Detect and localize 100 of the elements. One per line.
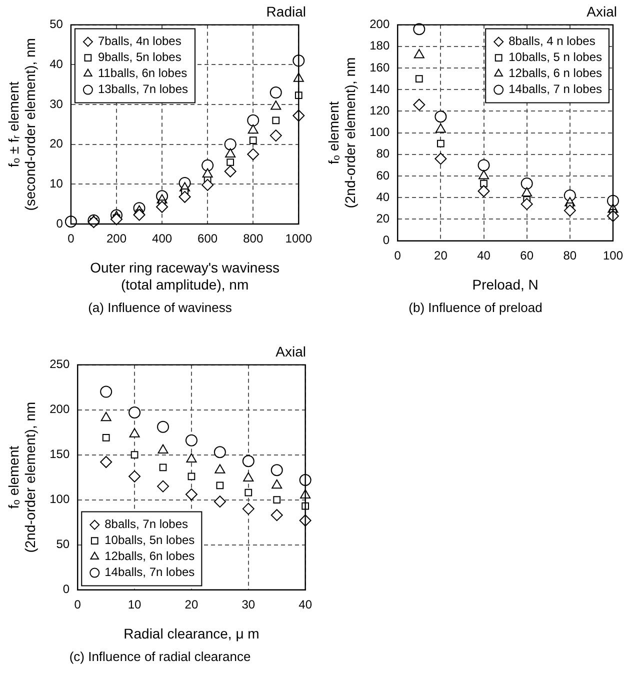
point — [270, 86, 282, 99]
x-tick-label: 20 — [184, 597, 198, 612]
y-tick-label: 80 — [376, 146, 390, 161]
point — [434, 152, 447, 165]
legend-label: 11balls, 6n lobes — [98, 66, 188, 80]
y-axis-title: fₒ element (2nd-order element), nm — [325, 57, 358, 208]
x-tick-label: 400 — [152, 232, 172, 246]
x-tick-label: 1000 — [285, 232, 312, 246]
chart-title: Axial — [586, 3, 617, 20]
legend-label: 10balls, 5n lobes — [104, 533, 195, 548]
point — [249, 136, 257, 144]
x-tick-label: 20 — [434, 248, 448, 262]
point — [128, 406, 141, 418]
point — [130, 451, 138, 458]
y-axis-title: fₒ ± fᵣ element (second-order element), nm — [5, 38, 38, 211]
point — [270, 464, 283, 476]
y-axis-title: fₒ element (2nd-order element), nm — [5, 402, 38, 553]
x-tick-label: 80 — [563, 248, 577, 262]
x-tick-label: 40 — [477, 248, 491, 262]
legend-label: 9balls, 5n lobes — [98, 50, 182, 64]
text: (a) Influence of waviness — [87, 300, 233, 315]
point — [413, 98, 426, 111]
point — [434, 110, 447, 123]
point — [202, 159, 214, 172]
point — [178, 190, 191, 203]
point — [435, 124, 446, 133]
point — [157, 420, 170, 433]
point — [437, 140, 444, 148]
point — [158, 444, 168, 454]
legend-label: 13balls, 7n lobes — [98, 82, 188, 96]
legend-label: 14balls, 7n lobes — [104, 565, 195, 580]
point — [520, 178, 533, 190]
y-tick-label: 140 — [370, 82, 390, 96]
point — [224, 138, 236, 150]
point — [214, 446, 226, 458]
legend-label: 8balls, 7n lobes — [104, 517, 188, 532]
point — [478, 159, 490, 172]
x-tick-label: 10 — [128, 597, 142, 612]
point — [100, 412, 112, 422]
x-axis-title: Preload, N — [472, 276, 538, 292]
point — [247, 148, 260, 160]
text: (b) Influence of preload — [408, 300, 544, 315]
point — [522, 187, 532, 197]
point — [214, 464, 226, 474]
point — [247, 114, 260, 126]
point — [270, 130, 282, 142]
point — [185, 434, 198, 446]
x-tick-label: 800 — [243, 232, 264, 246]
y-tick-label: 100 — [50, 492, 70, 506]
point — [133, 208, 146, 221]
y-tick-label: 150 — [50, 447, 70, 462]
point — [242, 455, 254, 468]
point — [159, 464, 167, 472]
y-tick-label: 60 — [376, 168, 390, 182]
point — [102, 434, 110, 442]
y-tick-label: 180 — [370, 38, 390, 53]
x-axis-title: Outer ring raceway's waviness (total amplitude), nm — [90, 260, 280, 292]
point — [273, 496, 281, 504]
point — [564, 204, 576, 217]
point — [414, 49, 424, 58]
point — [185, 488, 198, 500]
y-tick-label: 200 — [370, 17, 390, 32]
legend-label: 10balls, 5 n lobes — [508, 50, 602, 64]
y-tick-label: 20 — [376, 212, 390, 226]
point — [270, 509, 283, 522]
point — [480, 180, 488, 188]
point — [226, 158, 234, 166]
x-axis-title: Radial clearance, μ m — [124, 625, 260, 642]
legend-label: 7balls, 4n lobes — [98, 34, 182, 48]
point — [188, 472, 196, 480]
x-tick-label: 100 — [602, 248, 624, 262]
point — [100, 456, 112, 468]
point — [156, 200, 168, 213]
point — [216, 482, 224, 490]
point — [415, 75, 423, 82]
point — [157, 480, 170, 492]
point — [202, 178, 214, 191]
point — [248, 124, 258, 134]
y-tick-label: 160 — [370, 60, 390, 74]
point — [520, 198, 533, 210]
y-tick-label: 100 — [370, 125, 390, 140]
legend-label: 12balls, 6n lobes — [104, 549, 195, 564]
x-tick-label: 30 — [242, 597, 256, 612]
y-tick-label: 50 — [56, 537, 70, 552]
point — [110, 213, 122, 226]
y-tick-label: 0 — [62, 582, 70, 596]
point — [272, 116, 280, 124]
point — [478, 185, 490, 198]
x-tick-label: 40 — [298, 597, 312, 612]
text: (c) Influence of radial clearance — [68, 649, 252, 664]
x-tick-label: 200 — [106, 232, 127, 246]
y-tick-label: 250 — [50, 357, 70, 372]
point — [225, 148, 236, 158]
x-tick-label: 60 — [520, 248, 534, 262]
y-tick-label: 20 — [50, 136, 64, 151]
x-tick-label: 600 — [198, 232, 218, 246]
point — [244, 488, 252, 496]
chart-title: Axial — [276, 343, 306, 360]
point — [129, 428, 140, 438]
point — [186, 453, 197, 463]
